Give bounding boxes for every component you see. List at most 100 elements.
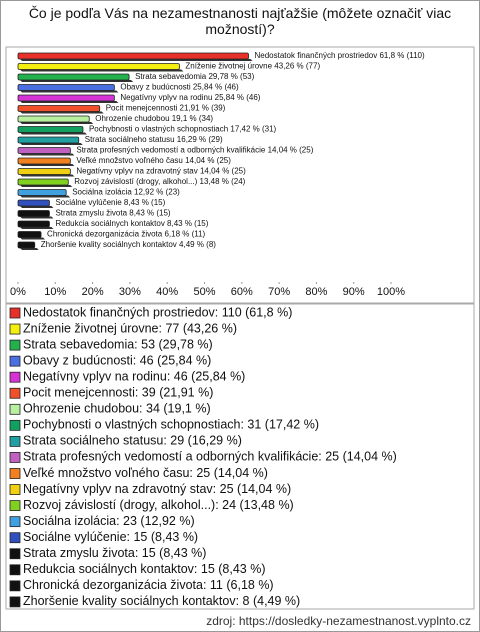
bar-shadow: [20, 248, 39, 250]
bar: [17, 126, 84, 133]
bar-shadow: [20, 143, 83, 145]
bar-label: Negatívny vplyv na rodinu 25,84 % (46): [120, 93, 260, 102]
bar: [17, 168, 71, 175]
x-tick-label: 10%: [44, 286, 66, 298]
bar-shadow: [20, 101, 119, 103]
legend-label: Veľké množstvo voľného času: 25 (14,04 %…: [23, 466, 268, 480]
x-tick-label: 20%: [82, 286, 104, 298]
source: zdroj: https://dosledky-nezamestnanost.v…: [206, 614, 471, 628]
bar-shadow: [20, 59, 253, 61]
bar: [17, 115, 90, 123]
legend-swatch: [9, 564, 21, 576]
bar-label: Rozvoj závislostí (drogy, alkohol...) 13…: [74, 177, 245, 186]
legend-label: Pocit menejcennosti: 39 (21,91 %): [23, 386, 213, 400]
legend-swatch: [9, 403, 21, 415]
legend-label: Ohrozenie chudobou: 34 (19,1 %): [23, 402, 211, 416]
bar-label: Redukcia sociálnych kontaktov 8,43 % (15…: [55, 219, 208, 228]
legend-swatch: [9, 355, 21, 367]
legend-label: Strata sociálneho statusu: 29 (16,29 %): [23, 434, 242, 448]
bar-shadow: [20, 227, 54, 229]
bar-label: Chronická dezorganizácia života 6,18 % (…: [47, 230, 205, 239]
legend-swatch: [9, 532, 21, 544]
x-tick-label: 90%: [343, 286, 365, 298]
bar-label: Zhoršenie kvality sociálnych kontaktov 4…: [41, 240, 217, 249]
bar: [17, 189, 67, 196]
bar: [17, 73, 130, 81]
bar-shadow: [20, 132, 87, 135]
legend-label: Strata zmyslu života: 15 (8,43 %): [23, 546, 206, 560]
legend-label: Negatívny vplyv na rodinu: 46 (25,84 %): [23, 369, 245, 383]
x-tick-label: 0%: [10, 286, 26, 298]
legend-label: Nedostatok finančných prostriedov: 110 (…: [23, 305, 292, 319]
legend-swatch: [9, 500, 21, 512]
bar-label: Negatívny vplyv na zdravotný stav 14,04 …: [76, 167, 246, 176]
legend-swatch: [9, 596, 21, 608]
legend-swatch: [9, 371, 21, 383]
plot-frame: [5, 46, 475, 304]
bar: [17, 178, 69, 186]
bar: [17, 105, 101, 112]
legend-swatch: [9, 516, 21, 528]
bar-label: Strata profesných vedomostí a odborných …: [76, 146, 313, 155]
legend-swatch: [9, 419, 21, 431]
bar-shadow: [20, 122, 94, 124]
bar-label: Nedostatok finančných prostriedov 61,8 %…: [255, 51, 426, 60]
bar: [17, 210, 50, 217]
bar: [17, 136, 80, 144]
bar-label: Sociálne vylúčenie 8,43 % (15): [55, 198, 165, 207]
bar-shadow: [20, 164, 75, 166]
bar-shadow: [20, 185, 73, 187]
bar: [17, 220, 50, 228]
legend-label: Redukcia sociálnych kontaktov: 15 (8,43 …: [23, 562, 266, 576]
bar-shadow: [20, 69, 184, 72]
legend-label: Strata sebavedomia: 53 (29,78 %): [23, 337, 213, 351]
bar-label: Veľké množstvo voľného času 14,04 % (25): [76, 156, 231, 165]
bar-label: Sociálna izolácia 12,92 % (23): [72, 188, 180, 197]
bar-label: Ohrozenie chudobou 19,1 % (34): [95, 114, 213, 123]
legend-swatch: [9, 452, 21, 463]
legend-label: Strata profesných vedomostí a odborných …: [23, 450, 397, 464]
legend-label: Obavy z budúcnosti: 46 (25,84 %): [23, 353, 211, 367]
legend-frame: [5, 303, 475, 610]
legend-swatch: [9, 307, 21, 319]
bar-shadow: [20, 237, 46, 240]
legend-swatch: [9, 435, 21, 447]
legend-swatch: [9, 339, 21, 351]
legend-label: Chronická dezorganizácia života: 11 (6,1…: [23, 578, 274, 592]
chart-title: Čo je podľa Vás na nezamestnanosti najťa…: [28, 5, 452, 37]
legend-label: Rozvoj závislostí (drogy, alkohol...): 2…: [23, 498, 294, 512]
bar-shadow: [20, 111, 104, 114]
legend-swatch: [9, 548, 21, 560]
legend-swatch: [9, 484, 21, 495]
bar: [17, 84, 115, 91]
bar-label: Pocit menejcennosti 21,91 % (39): [106, 104, 226, 113]
x-tick-label: 100%: [377, 286, 405, 298]
bar-label: Strata sociálneho statusu 16,29 % (29): [85, 135, 223, 144]
legend-swatch: [9, 468, 21, 479]
bar-shadow: [20, 90, 119, 93]
bar-shadow: [20, 80, 134, 82]
legend-label: Zhoršenie kvality sociálnych kontaktov: …: [23, 594, 300, 608]
bar: [17, 52, 249, 60]
x-tick-label: 70%: [268, 286, 290, 298]
bar-label: Obavy z budúcnosti 25,84 % (46): [120, 83, 239, 92]
legend-label: Zníženie životnej úrovne: 77 (43,26 %): [23, 321, 237, 335]
legend-label: Negatívny vplyv na zdravotný stav: 25 (1…: [23, 482, 291, 496]
bar-label: Pochybnosti o vlastných schopnostiach 17…: [89, 125, 277, 134]
bar-shadow: [20, 174, 75, 177]
bar-label: Strata zmyslu života 8,43 % (15): [55, 209, 170, 218]
bar: [17, 231, 42, 238]
bar: [17, 199, 50, 207]
bar-shadow: [20, 195, 71, 198]
bar-shadow: [20, 153, 75, 156]
legend-swatch: [9, 387, 21, 399]
x-tick-label: 40%: [156, 286, 178, 298]
x-tick-label: 60%: [231, 286, 253, 298]
bar-shadow: [20, 216, 54, 219]
legend-label: Sociálne vylúčenie: 15 (8,43 %): [23, 530, 198, 544]
bar-label: Zníženie životnej úrovne 43,26 % (77): [185, 62, 320, 71]
bar-shadow: [20, 206, 54, 208]
bar-label: Strata sebavedomia 29,78 % (53): [135, 72, 255, 81]
